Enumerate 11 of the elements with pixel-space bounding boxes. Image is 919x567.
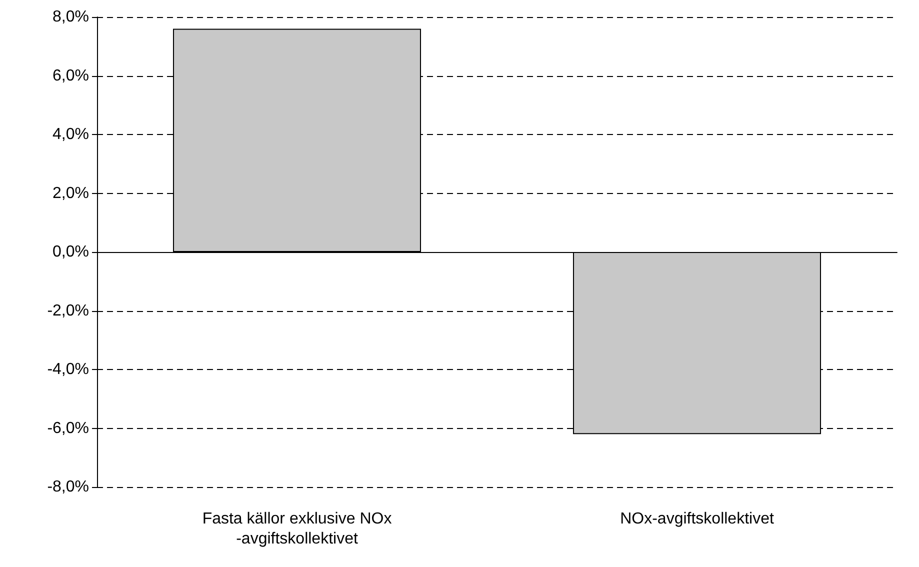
y-tick-label: 6,0%: [52, 67, 89, 84]
x-tick-label: NOx-avgiftskollektivet: [620, 510, 774, 528]
y-tick-label: -4,0%: [47, 361, 89, 378]
y-tick-label: -2,0%: [47, 302, 89, 320]
y-tick-label: 0,0%: [52, 244, 89, 260]
y-tick-label: 4,0%: [52, 126, 89, 143]
y-tick-label: 2,0%: [52, 184, 89, 202]
x-tick-label: Fasta källor exklusive NOx-avgiftskollektivet: [202, 510, 392, 548]
y-tick-label: -8,0%: [47, 478, 89, 496]
y-tick-label: 8,0%: [52, 8, 89, 26]
y-tick-label: -6,0%: [47, 420, 89, 437]
